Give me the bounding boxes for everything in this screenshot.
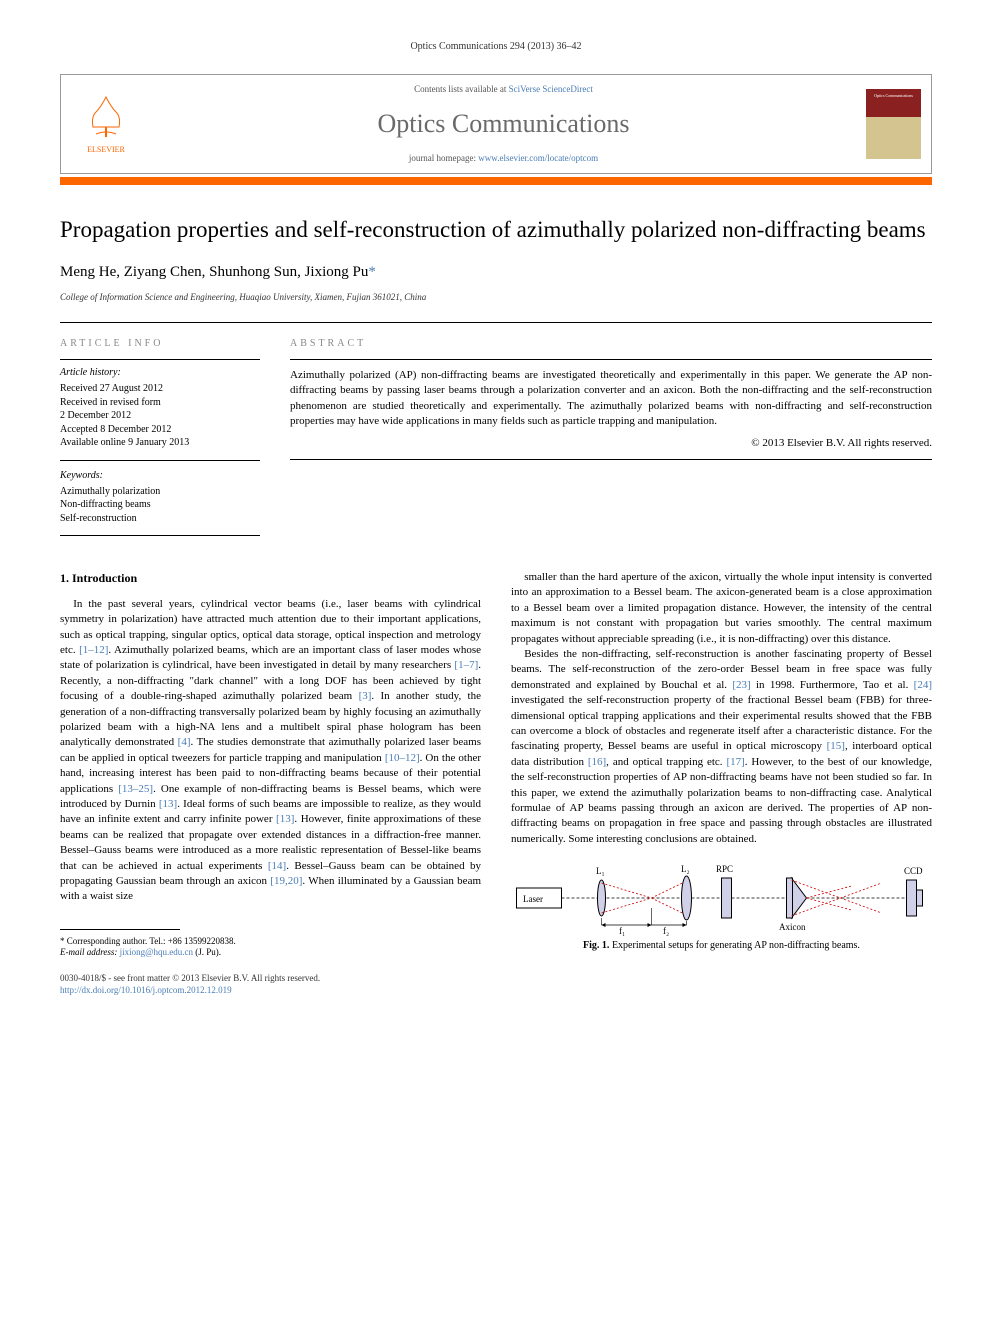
footnote-separator xyxy=(60,929,180,930)
history-item: Accepted 8 December 2012 xyxy=(60,423,260,437)
fig-label-axicon: Axicon xyxy=(779,921,806,934)
abstract-text: Azimuthally polarized (AP) non-diffracti… xyxy=(290,368,932,430)
header-citation: Optics Communications 294 (2013) 36–42 xyxy=(60,40,932,54)
homepage-line: journal homepage: www.elsevier.com/locat… xyxy=(141,152,866,165)
info-abstract-row: ARTICLE INFO Article history: Received 2… xyxy=(60,322,932,542)
fig-label-l2: L₂ xyxy=(681,863,690,876)
figure-1: Laser L₁ L₂ RPC Axicon CCD f₁ f₂ Fig. 1.… xyxy=(511,863,932,953)
journal-header: ELSEVIER Contents lists available at Sci… xyxy=(60,74,932,174)
abstract-copyright: © 2013 Elsevier B.V. All rights reserved… xyxy=(290,436,932,451)
authors-line: Meng He, Ziyang Chen, Shunhong Sun, Jixi… xyxy=(60,262,932,283)
history-label: Article history: xyxy=(60,366,260,380)
body-columns: 1. Introduction In the past several year… xyxy=(60,570,932,996)
figure-1-diagram: Laser L₁ L₂ RPC Axicon CCD f₁ f₂ xyxy=(511,863,932,933)
sciencedirect-link[interactable]: SciVerse ScienceDirect xyxy=(509,84,593,94)
history-item: Available online 9 January 2013 xyxy=(60,436,260,450)
abstract-label: ABSTRACT xyxy=(290,337,932,351)
contents-line: Contents lists available at SciVerse Sci… xyxy=(141,83,866,96)
keyword: Self-reconstruction xyxy=(60,512,260,526)
contents-prefix: Contents lists available at xyxy=(414,84,508,94)
journal-cover-thumbnail xyxy=(866,89,921,159)
body-paragraph: smaller than the hard aperture of the ax… xyxy=(511,570,932,647)
issn-line: 0030-4018/$ - see front matter © 2013 El… xyxy=(60,973,481,985)
authors-text: Meng He, Ziyang Chen, Shunhong Sun, Jixi… xyxy=(60,264,368,280)
footnote-email-line: E-mail address: jixiong@hqu.edu.cn (J. P… xyxy=(60,947,481,959)
email-label: E-mail address: xyxy=(60,947,120,957)
body-column-left: 1. Introduction In the past several year… xyxy=(60,570,481,996)
history-item: Received 27 August 2012 xyxy=(60,382,260,396)
abstract-rule-2 xyxy=(290,459,932,460)
history-item: Received in revised form xyxy=(60,396,260,410)
info-rule-2 xyxy=(60,460,260,461)
article-info-label: ARTICLE INFO xyxy=(60,337,260,351)
article-info-column: ARTICLE INFO Article history: Received 2… xyxy=(60,337,260,542)
footnote-corresponding: * Corresponding author. Tel.: +86 135992… xyxy=(60,936,481,948)
elsevier-label: ELSEVIER xyxy=(87,144,125,155)
article-title: Propagation properties and self-reconstr… xyxy=(60,215,932,245)
homepage-prefix: journal homepage: xyxy=(409,153,478,163)
elsevier-logo: ELSEVIER xyxy=(71,89,141,159)
elsevier-tree-icon xyxy=(81,92,131,142)
orange-divider-bar xyxy=(60,177,932,185)
keywords-label: Keywords: xyxy=(60,469,260,483)
body-paragraph: Besides the non-diffracting, self-recons… xyxy=(511,647,932,847)
info-rule-1 xyxy=(60,359,260,360)
history-item: 2 December 2012 xyxy=(60,409,260,423)
journal-center-block: Contents lists available at SciVerse Sci… xyxy=(141,83,866,165)
bottom-meta: 0030-4018/$ - see front matter © 2013 El… xyxy=(60,973,481,996)
fig-label-ccd: CCD xyxy=(904,865,923,878)
body-paragraph: In the past several years, cylindrical v… xyxy=(60,597,481,905)
fig-label-rpc: RPC xyxy=(716,863,733,876)
email-link[interactable]: jixiong@hqu.edu.cn xyxy=(120,947,193,957)
homepage-link[interactable]: www.elsevier.com/locate/optcom xyxy=(478,153,598,163)
keyword: Azimuthally polarization xyxy=(60,485,260,499)
section-heading-intro: 1. Introduction xyxy=(60,570,481,587)
email-suffix: (J. Pu). xyxy=(193,947,221,957)
corresponding-marker[interactable]: * xyxy=(368,264,376,280)
doi-line[interactable]: http://dx.doi.org/10.1016/j.optcom.2012.… xyxy=(60,985,481,997)
body-column-right: smaller than the hard aperture of the ax… xyxy=(511,570,932,996)
abstract-rule-1 xyxy=(290,359,932,360)
info-rule-3 xyxy=(60,535,260,536)
fig-label-laser: Laser xyxy=(523,893,543,906)
fig-label-f1: f₁ xyxy=(619,925,625,938)
abstract-column: ABSTRACT Azimuthally polarized (AP) non-… xyxy=(290,337,932,542)
figure-1-caption: Fig. 1. Experimental setups for generati… xyxy=(511,939,932,953)
affiliation: College of Information Science and Engin… xyxy=(60,291,932,304)
journal-name: Optics Communications xyxy=(141,106,866,142)
fig-label-l1: L₁ xyxy=(596,865,605,878)
fig-label-f2: f₂ xyxy=(663,925,669,938)
keyword: Non-diffracting beams xyxy=(60,498,260,512)
